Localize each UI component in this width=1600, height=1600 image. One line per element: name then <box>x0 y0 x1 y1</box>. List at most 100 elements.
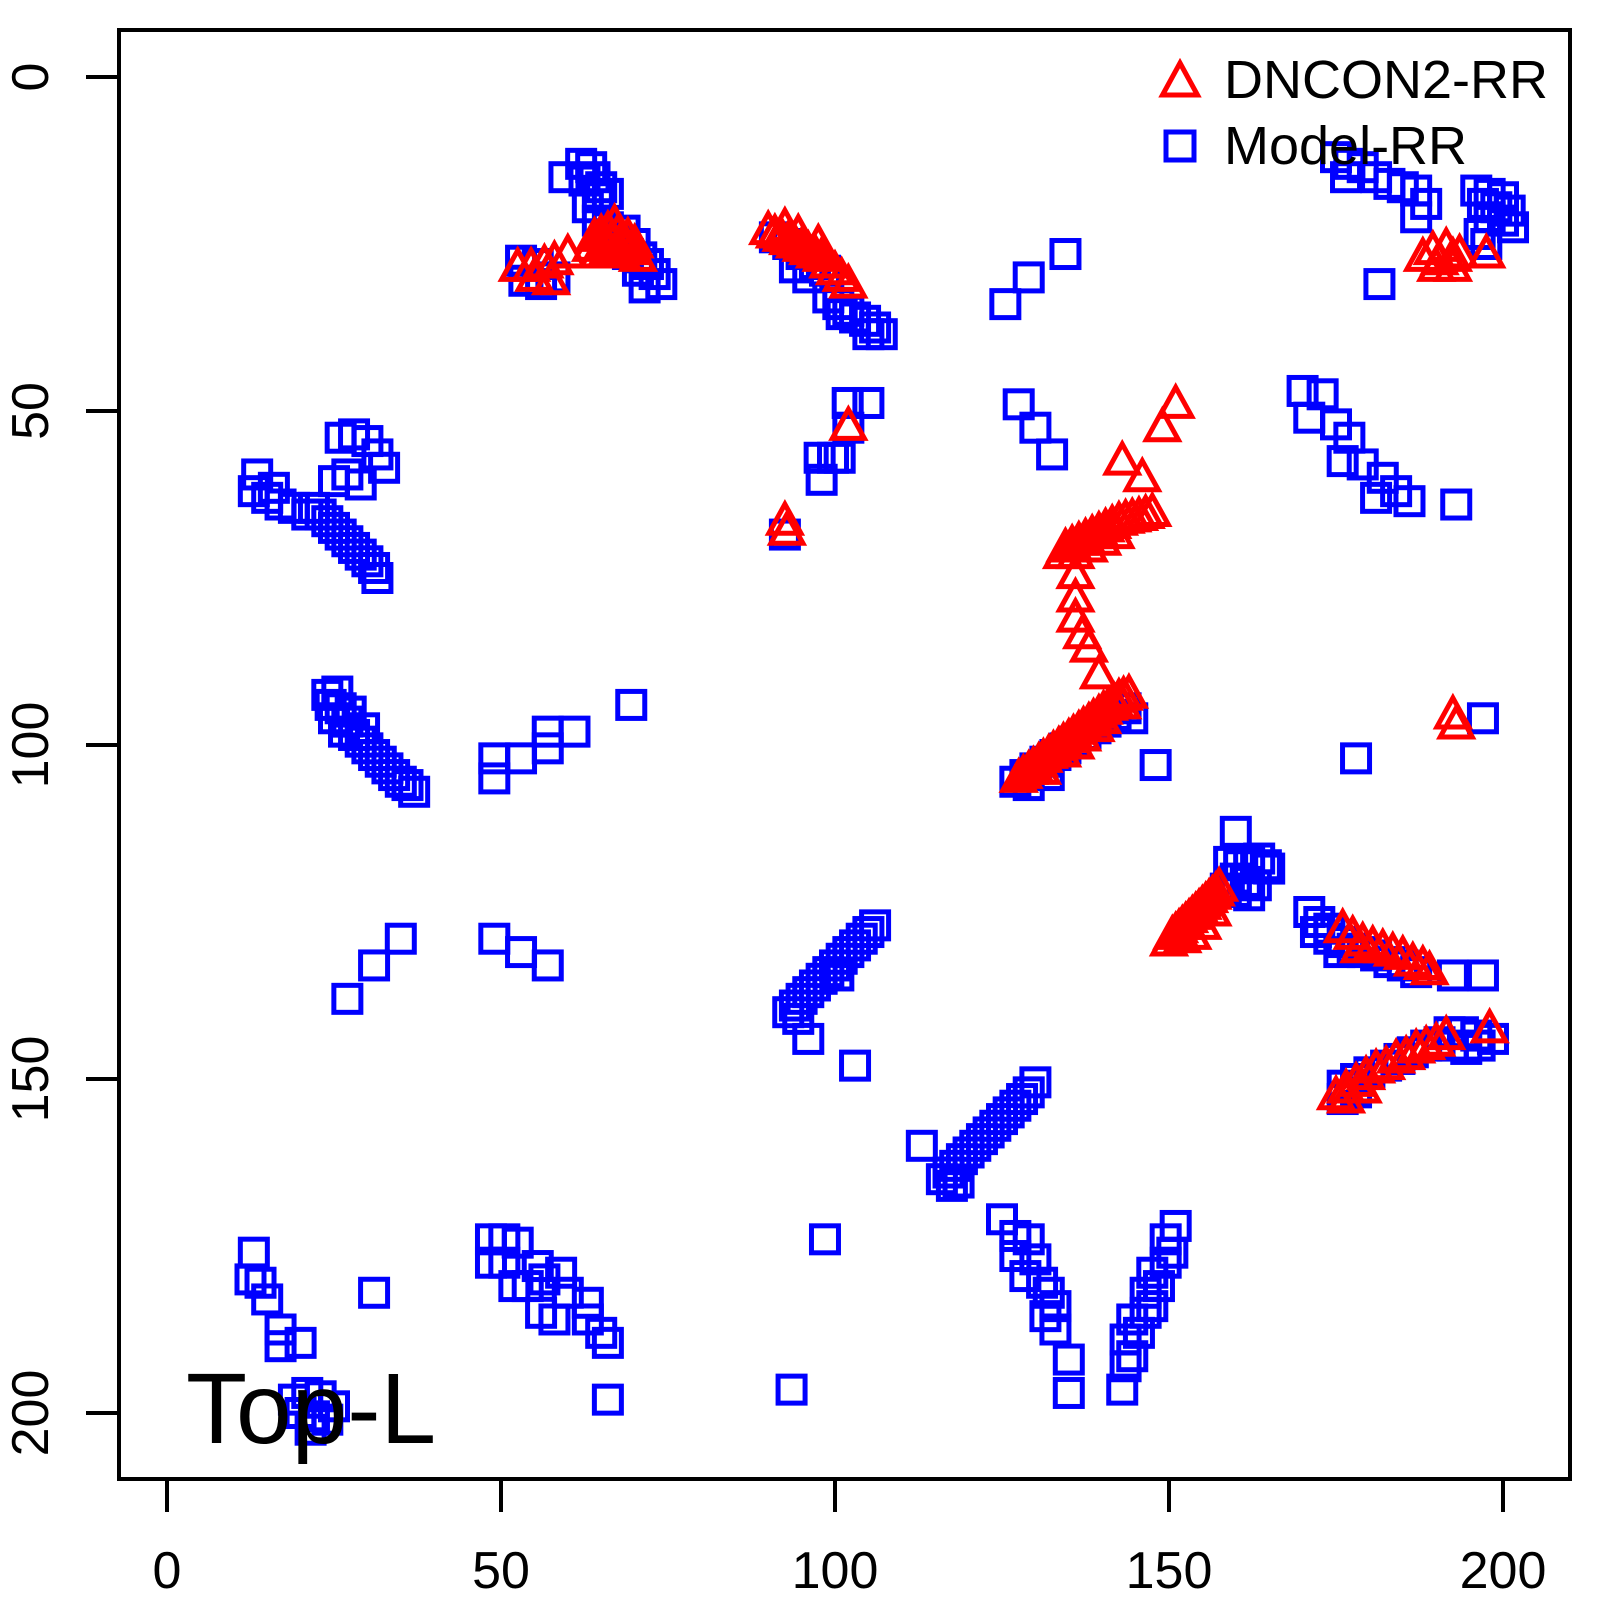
data-point-square <box>1019 1066 1052 1099</box>
data-point-square <box>368 451 401 484</box>
data-point-square <box>1019 411 1052 444</box>
data-point-square <box>1009 1260 1042 1293</box>
data-point-triangle <box>1075 705 1116 743</box>
data-point-triangle <box>801 235 842 272</box>
data-point-square <box>805 463 838 496</box>
data-point-square <box>1052 1376 1085 1409</box>
data-point-triangle <box>1068 525 1110 563</box>
y-axis-tick-label: 50 <box>2 382 60 440</box>
legend: DNCON2-RR Model-RR <box>1158 50 1548 176</box>
data-point-triangle <box>1055 532 1096 570</box>
plot-annotation-top-l: Top-L <box>186 1353 437 1465</box>
data-point-square <box>591 1326 624 1359</box>
data-point-square <box>935 1169 968 1202</box>
data-point-square <box>1002 388 1035 421</box>
y-axis-tick-label: 200 <box>2 1370 60 1457</box>
data-point-square <box>398 775 431 808</box>
data-point-triangle <box>1415 1020 1457 1057</box>
data-point-triangle <box>1362 926 1403 964</box>
data-point-square <box>1039 1290 1072 1323</box>
data-point-square <box>478 762 511 795</box>
data-point-triangle <box>1122 455 1163 493</box>
data-point-triangle <box>1436 702 1477 740</box>
data-point-triangle <box>1055 552 1096 590</box>
data-point-square <box>852 386 885 419</box>
data-point-square <box>1039 1313 1072 1346</box>
data-point-square <box>331 982 364 1015</box>
data-point-square <box>615 688 648 721</box>
data-point-square <box>1149 1246 1182 1279</box>
x-axis-tick-label: 100 <box>792 1542 879 1600</box>
legend-label-model: Model-RR <box>1224 116 1468 176</box>
data-point-triangle <box>808 241 849 279</box>
data-point-square <box>505 742 538 775</box>
data-point-square <box>505 936 538 969</box>
data-point-square <box>1363 268 1396 301</box>
data-point-square <box>1253 852 1286 885</box>
data-point-triangle <box>764 499 806 536</box>
data-point-triangle <box>614 221 655 259</box>
data-point-square <box>808 1223 841 1256</box>
data-point-square <box>989 288 1022 321</box>
data-point-square <box>284 1326 317 1359</box>
data-point-square <box>1139 749 1172 782</box>
x-axis-tick-label: 200 <box>1460 1542 1547 1600</box>
data-point-square <box>391 769 424 802</box>
data-point-square <box>478 742 511 775</box>
data-point-square <box>328 715 361 748</box>
data-point-square <box>384 922 417 955</box>
data-point-square <box>999 1240 1032 1273</box>
data-point-triangle <box>828 404 869 441</box>
data-point-square <box>531 949 564 982</box>
data-point-square <box>591 1383 624 1416</box>
data-point-square <box>361 562 394 594</box>
data-point-square <box>585 1316 618 1349</box>
data-point-square <box>358 949 391 982</box>
data-point-triangle <box>1372 929 1414 967</box>
data-point-triangle <box>1192 889 1233 927</box>
y-axis-tick-label: 0 <box>2 63 60 92</box>
data-point-square <box>1400 201 1433 234</box>
data-point-square <box>478 922 511 955</box>
data-point-square <box>905 1129 938 1162</box>
data-point-triangle <box>1155 382 1196 419</box>
data-point-square <box>1012 1076 1045 1109</box>
x-axis-tick-label: 150 <box>1126 1542 1213 1600</box>
data-point-triangle <box>1102 682 1143 720</box>
data-point-square <box>1019 1243 1052 1276</box>
data-point-triangle <box>1402 943 1444 980</box>
data-point-square <box>1036 438 1069 471</box>
data-point-square <box>1466 959 1499 992</box>
triangle-marker-icon <box>1158 58 1202 98</box>
data-point-square <box>1219 815 1252 848</box>
data-point-triangle <box>1078 652 1120 690</box>
data-point-square <box>348 712 381 745</box>
x-axis-tick-label: 50 <box>472 1542 530 1600</box>
data-point-square <box>551 1276 584 1309</box>
y-axis-tick-label: 100 <box>2 702 60 789</box>
data-point-square <box>1052 1343 1085 1376</box>
data-point-square <box>531 715 564 748</box>
data-point-triangle <box>570 225 612 262</box>
data-point-triangle <box>1055 575 1096 613</box>
data-point-triangle <box>1325 1076 1367 1114</box>
data-point-square <box>859 311 892 344</box>
legend-label-dncon2: DNCON2-RR <box>1224 50 1548 110</box>
data-point-square <box>839 1049 872 1082</box>
data-point-square <box>318 1390 350 1423</box>
data-point-triangle <box>1081 519 1123 556</box>
data-point-square <box>1393 485 1426 518</box>
data-point-square <box>628 271 661 304</box>
data-point-square <box>1106 1373 1139 1406</box>
x-axis-tick-label: 0 <box>153 1542 182 1600</box>
data-point-square <box>645 268 678 301</box>
data-point-square <box>942 1166 975 1199</box>
data-point-square <box>782 1002 815 1035</box>
data-point-triangle <box>1021 748 1063 785</box>
data-point-square <box>558 715 591 748</box>
data-point-square <box>1440 488 1473 521</box>
data-point-triangle <box>1148 919 1190 957</box>
data-point-triangle <box>798 221 839 259</box>
data-point-square <box>1493 194 1526 227</box>
